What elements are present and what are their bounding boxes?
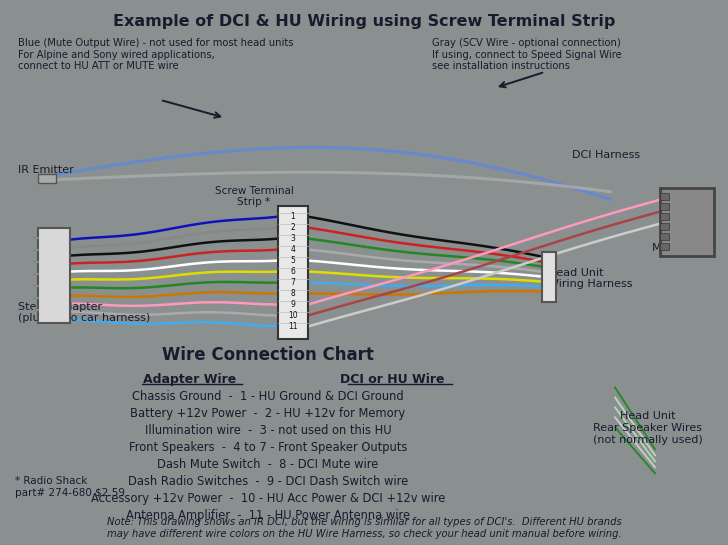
Bar bbox=[38, 228, 70, 323]
Text: Stereo Adapter
(plugs into car harness): Stereo Adapter (plugs into car harness) bbox=[18, 301, 150, 323]
Bar bbox=[660, 243, 669, 250]
Text: Gray (SCV Wire - optional connection)
If using, connect to Speed Signal Wire
see: Gray (SCV Wire - optional connection) If… bbox=[432, 38, 622, 71]
Text: DCI
Module: DCI Module bbox=[652, 232, 692, 253]
Text: 10: 10 bbox=[288, 311, 298, 320]
Text: Illumination wire  -  3 - not used on this HU: Illumination wire - 3 - not used on this… bbox=[145, 425, 392, 438]
Text: 7: 7 bbox=[290, 278, 296, 287]
Text: Dash Radio Switches  -  9 - DCI Dash Switch wire: Dash Radio Switches - 9 - DCI Dash Switc… bbox=[128, 475, 408, 488]
Text: Example of DCI & HU Wiring using Screw Terminal Strip: Example of DCI & HU Wiring using Screw T… bbox=[113, 14, 615, 29]
Text: 11: 11 bbox=[288, 322, 298, 331]
Bar bbox=[38, 174, 56, 183]
Bar bbox=[660, 187, 714, 256]
Text: Front Speakers  -  4 to 7 - Front Speaker Outputs: Front Speakers - 4 to 7 - Front Speaker … bbox=[129, 441, 407, 455]
Text: Chassis Ground  -  1 - HU Ground & DCI Ground: Chassis Ground - 1 - HU Ground & DCI Gro… bbox=[132, 390, 404, 403]
Bar bbox=[660, 223, 669, 229]
Text: 9: 9 bbox=[290, 300, 296, 309]
Text: Note: This drawing shows an IR DCI, but the wiring is similar for all types of D: Note: This drawing shows an IR DCI, but … bbox=[106, 517, 622, 539]
Text: Head Unit
Rear Speaker Wires
(not normally used): Head Unit Rear Speaker Wires (not normal… bbox=[593, 411, 703, 445]
Text: 8: 8 bbox=[290, 289, 296, 298]
Bar bbox=[660, 213, 669, 220]
Text: IR Emitter: IR Emitter bbox=[18, 165, 74, 175]
Text: 5: 5 bbox=[290, 256, 296, 265]
Text: 4: 4 bbox=[290, 245, 296, 254]
Text: Adapter Wire: Adapter Wire bbox=[143, 373, 237, 386]
Bar bbox=[660, 193, 669, 199]
Text: Wire Connection Chart: Wire Connection Chart bbox=[162, 347, 374, 365]
Text: Accessory +12v Power  -  10 - HU Acc Power & DCI +12v wire: Accessory +12v Power - 10 - HU Acc Power… bbox=[91, 492, 446, 505]
Text: Dash Mute Switch  -  8 - DCI Mute wire: Dash Mute Switch - 8 - DCI Mute wire bbox=[157, 458, 379, 471]
Text: * Radio Shack
part# 274-680 $2.59: * Radio Shack part# 274-680 $2.59 bbox=[15, 476, 125, 498]
Text: 6: 6 bbox=[290, 267, 296, 276]
Text: Screw Terminal
Strip *: Screw Terminal Strip * bbox=[215, 186, 293, 207]
Text: 3: 3 bbox=[290, 234, 296, 243]
Text: Antenna Amplifier  -  11 - HU Power Antenna wire: Antenna Amplifier - 11 - HU Power Antenn… bbox=[126, 509, 410, 522]
Text: Battery +12v Power  -  2 - HU +12v for Memory: Battery +12v Power - 2 - HU +12v for Mem… bbox=[130, 408, 405, 420]
Bar bbox=[660, 233, 669, 240]
Text: 1: 1 bbox=[290, 212, 296, 221]
Text: DCI Harness: DCI Harness bbox=[572, 150, 640, 160]
Bar bbox=[660, 203, 669, 210]
Bar bbox=[278, 205, 308, 340]
Bar bbox=[542, 252, 556, 301]
Text: 2: 2 bbox=[290, 223, 296, 232]
Text: DCI or HU Wire: DCI or HU Wire bbox=[340, 373, 444, 386]
Text: Head Unit
Wiring Harness: Head Unit Wiring Harness bbox=[548, 268, 633, 289]
Text: Blue (Mute Output Wire) - not used for most head units
For Alpine and Sony wired: Blue (Mute Output Wire) - not used for m… bbox=[18, 38, 293, 71]
